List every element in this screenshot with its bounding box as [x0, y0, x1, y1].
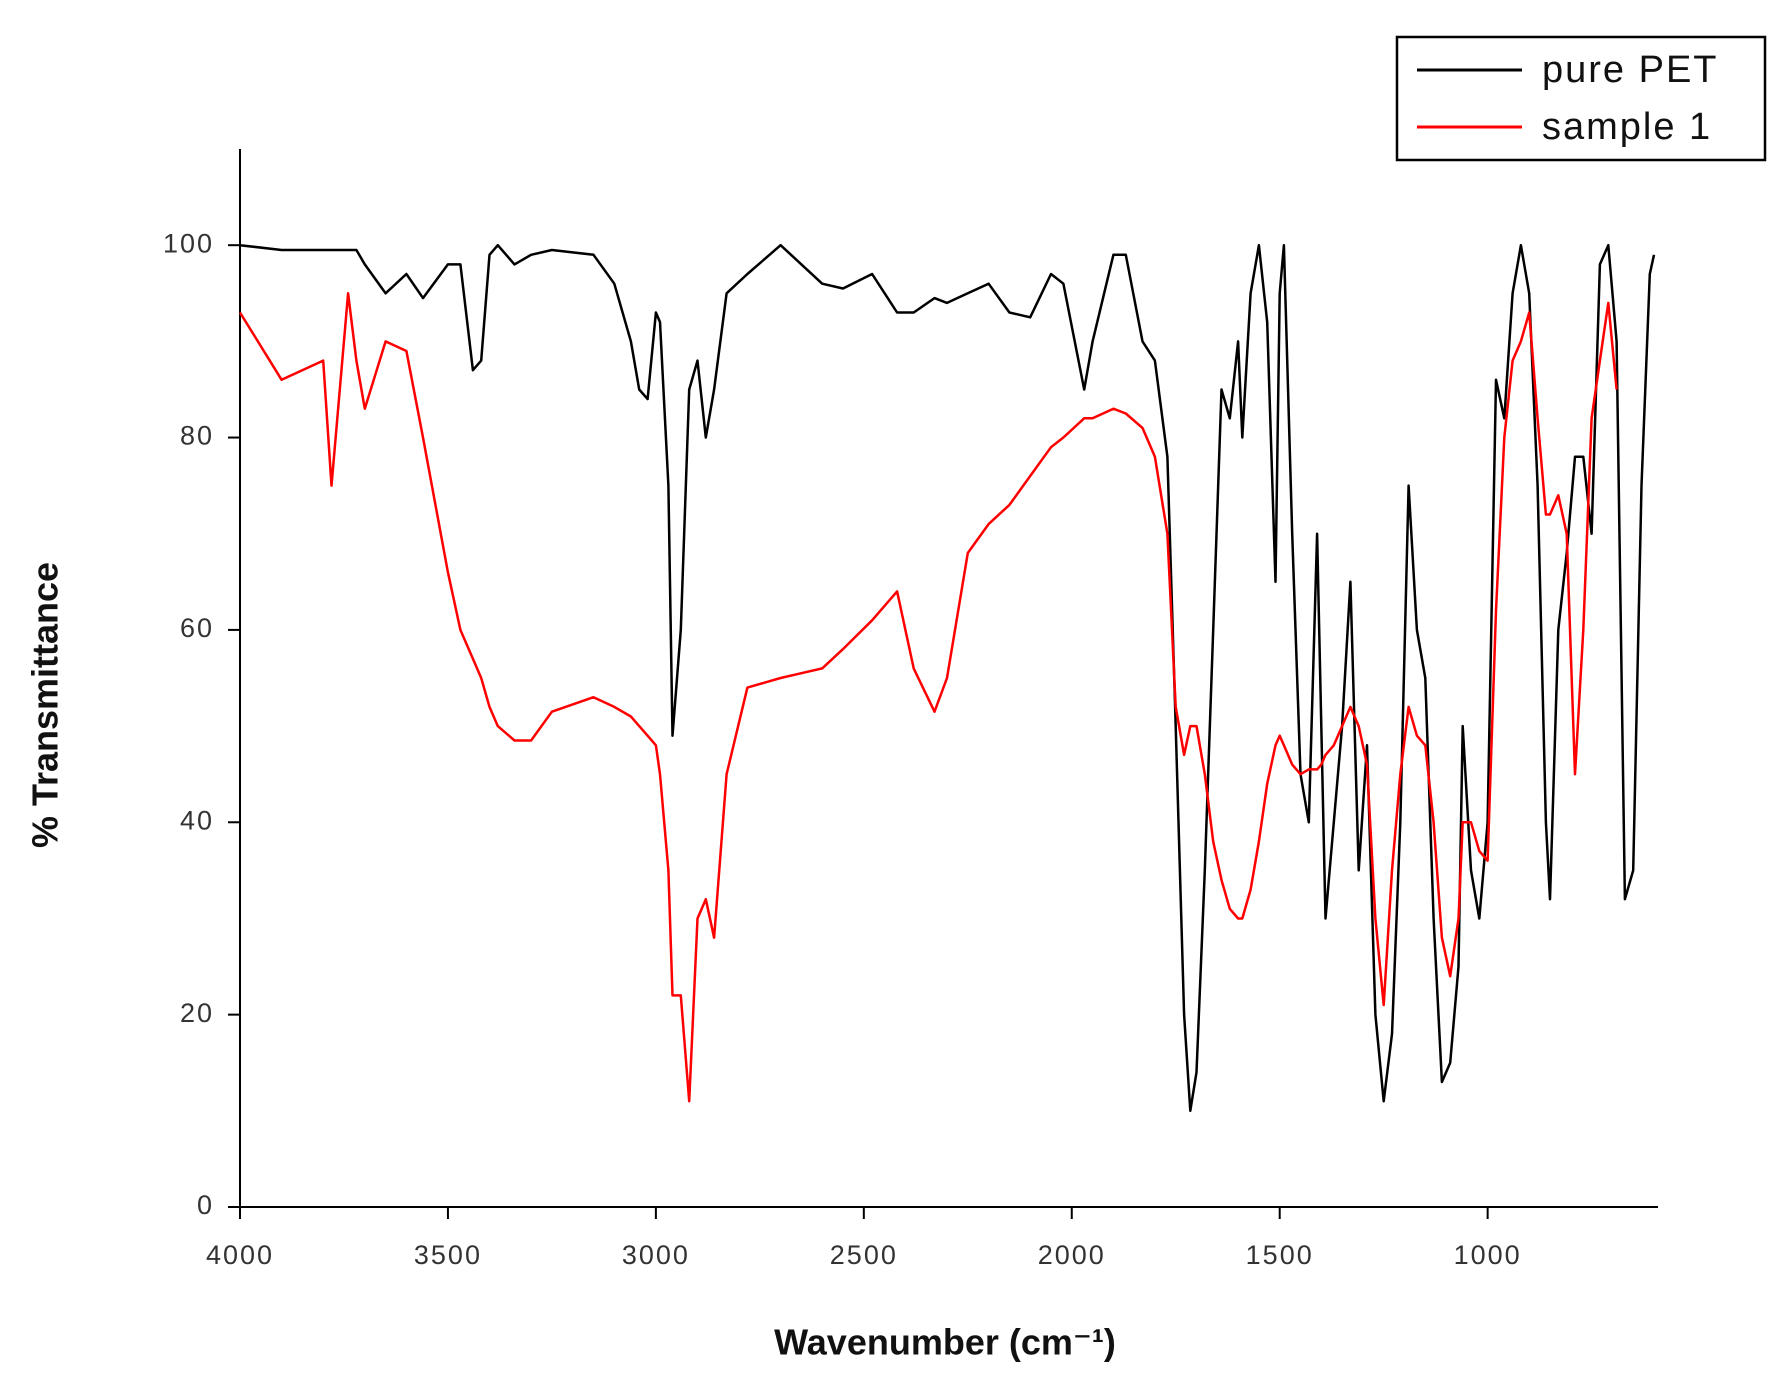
- y-tick-label: 100: [163, 228, 214, 258]
- y-tick-label: 40: [180, 805, 214, 835]
- y-tick-label: 0: [197, 1190, 214, 1220]
- x-tick-label: 4000: [206, 1240, 274, 1270]
- series-line: [238, 292, 1618, 1103]
- legend-label: sample 1: [1542, 106, 1712, 148]
- x-axis-title: Wavenumber (cm⁻¹): [774, 1322, 1116, 1363]
- y-tick-label: 80: [180, 421, 214, 451]
- x-tick-label: 1500: [1246, 1240, 1314, 1270]
- x-tick-label: 1000: [1454, 1240, 1522, 1270]
- y-tick-label: 20: [180, 998, 214, 1028]
- x-tick-label: 3000: [622, 1240, 690, 1270]
- x-tick-label: 3500: [414, 1240, 482, 1270]
- legend-label: pure PET: [1542, 49, 1719, 91]
- legend-box: [1395, 35, 1767, 162]
- y-axis-title: % Transmittance: [25, 562, 66, 848]
- x-tick-label: 2000: [1038, 1240, 1106, 1270]
- x-tick-label: 2500: [830, 1240, 898, 1270]
- y-tick-label: 60: [180, 613, 214, 643]
- series-line: [239, 243, 1656, 1113]
